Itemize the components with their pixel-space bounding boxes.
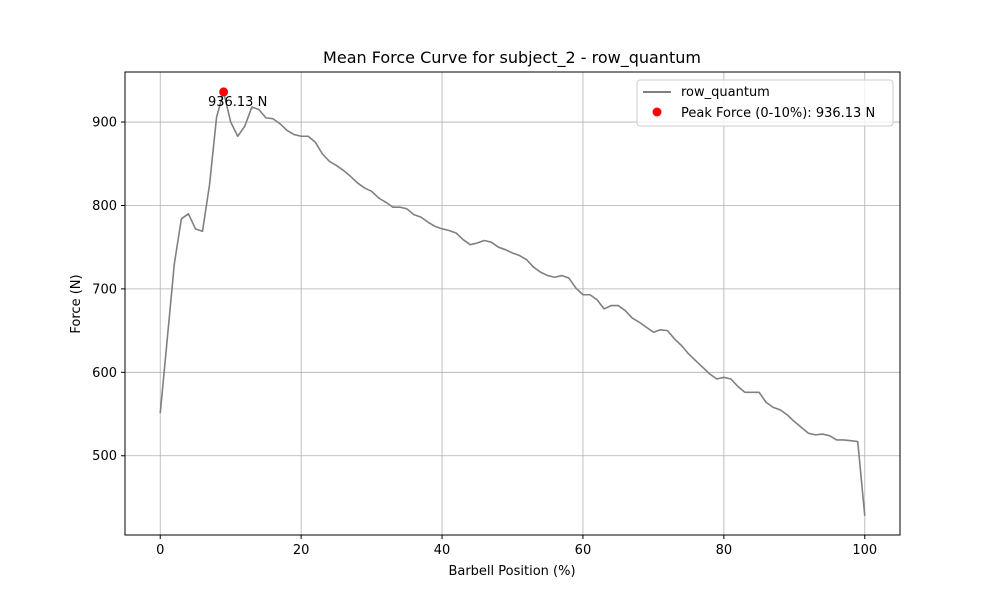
x-tick-label: 20 (293, 543, 310, 558)
legend-peak-name: Peak Force (0-10%): 936.13 N (681, 106, 875, 121)
y-tick-label: 500 (92, 449, 117, 464)
series-layer (159, 91, 866, 516)
x-tick-label: 100 (852, 543, 877, 558)
legend: row_quantum Peak Force (0-10%): 936.13 N (636, 79, 894, 127)
x-tick-label: 40 (434, 543, 451, 558)
y-tick-label: 800 (92, 199, 117, 214)
y-tick-label: 700 (92, 282, 117, 297)
series-line-row_quantum (159, 91, 866, 516)
legend-series-name: row_quantum (681, 85, 770, 100)
x-tick-label: 80 (716, 543, 733, 558)
legend-box (636, 79, 894, 127)
x-tick-label: 60 (575, 543, 592, 558)
y-tick-label: 900 (92, 116, 117, 131)
peak-layer: 936.13 N (208, 87, 267, 110)
y-axis-label: Force (N) (69, 274, 84, 333)
y-tick-label: 600 (92, 366, 117, 381)
plot-frame (124, 71, 901, 536)
x-tick-label: 0 (156, 543, 164, 558)
legend-peak-swatch (652, 107, 662, 117)
peak-annotation: 936.13 N (208, 95, 267, 110)
x-axis-label: Barbell Position (%) (448, 564, 575, 579)
ticks: 0 20 40 60 80 100 500 600 700 800 900 (92, 116, 877, 558)
peak-marker (219, 87, 229, 97)
chart-title: Mean Force Curve for subject_2 - row_qua… (323, 48, 701, 68)
